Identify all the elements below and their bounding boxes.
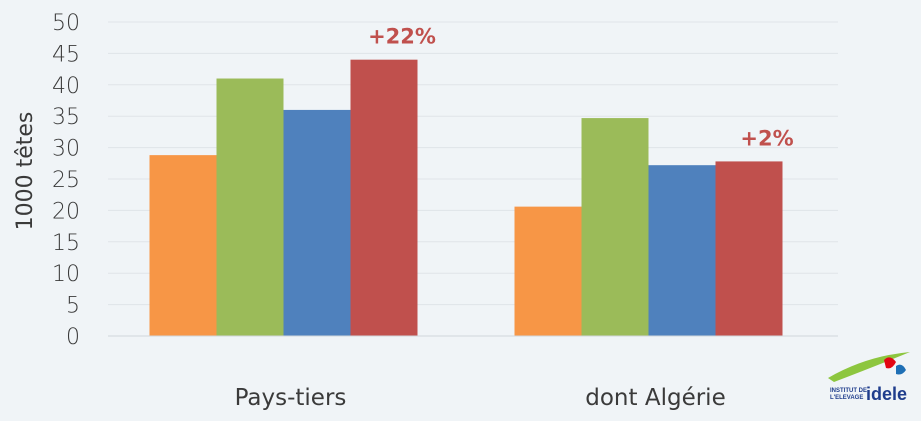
y-tick-label: 50 xyxy=(52,11,80,36)
logo-brand: idele xyxy=(866,384,907,404)
y-tick-label: 30 xyxy=(52,137,80,162)
bar xyxy=(648,165,716,336)
logo-line2: L'ELEVAGE xyxy=(830,395,863,401)
annotations: +22% +2% xyxy=(368,25,794,151)
y-tick-label: 5 xyxy=(66,294,80,319)
bar xyxy=(283,109,351,336)
bar-annotation: +2% xyxy=(740,126,793,150)
bars xyxy=(149,59,783,337)
logo-drop-red xyxy=(884,357,896,369)
bar-annotation: +22% xyxy=(368,25,436,49)
bar xyxy=(149,155,217,336)
y-axis-ticks: 0 5 10 15 20 25 30 35 40 45 50 xyxy=(52,11,80,350)
bar xyxy=(216,78,284,337)
category-label: Pays-tiers xyxy=(235,385,347,411)
logo-drop-blue xyxy=(896,364,906,375)
y-tick-label: 15 xyxy=(52,231,80,256)
y-axis-label: 1000 têtes xyxy=(13,112,38,231)
y-tick-label: 20 xyxy=(52,199,80,224)
category-label: dont Algérie xyxy=(585,385,725,411)
idele-logo: INSTITUT DE L'ELEVAGE idele xyxy=(828,352,910,404)
y-tick-label: 40 xyxy=(52,74,80,99)
bar xyxy=(715,161,783,336)
logo-line1: INSTITUT DE xyxy=(830,388,867,394)
bar xyxy=(581,118,649,336)
y-tick-label: 10 xyxy=(52,262,80,287)
y-tick-label: 35 xyxy=(52,105,80,130)
y-tick-label: 45 xyxy=(52,42,80,67)
bar xyxy=(514,206,582,336)
category-labels: Pays-tiers dont Algérie xyxy=(235,385,726,411)
bar xyxy=(350,59,418,337)
y-tick-label: 25 xyxy=(52,168,80,193)
y-tick-label: 0 xyxy=(66,325,80,350)
